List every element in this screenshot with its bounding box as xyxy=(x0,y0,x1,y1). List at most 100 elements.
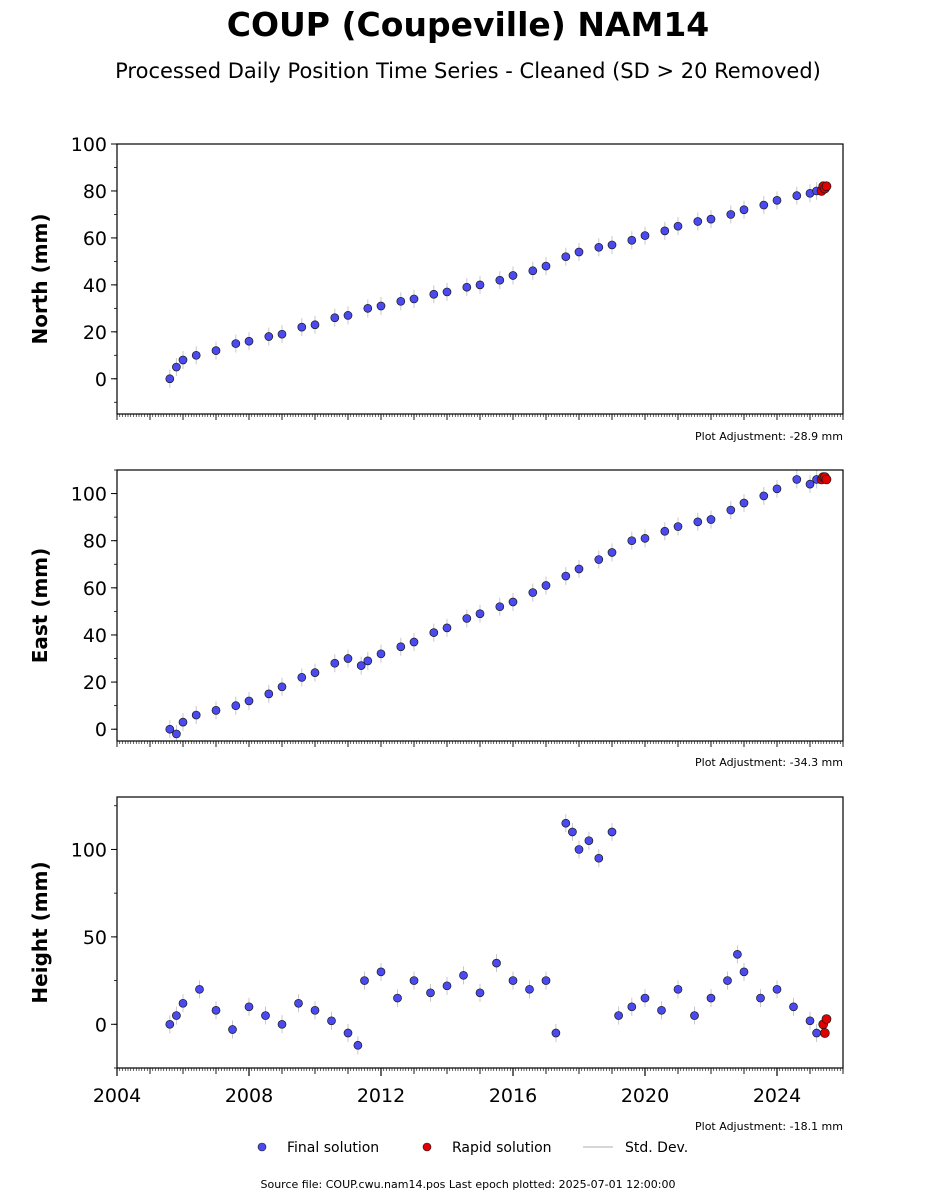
final-point-23 xyxy=(508,597,518,607)
y-tick-label: 100 xyxy=(71,839,107,861)
final-point-12 xyxy=(343,654,353,663)
plot-adjustment-label: Plot Adjustment: -28.9 mm xyxy=(695,430,843,443)
legend-item-2: Std. Dev. xyxy=(583,1140,688,1156)
final-point-6 xyxy=(244,696,254,706)
final-point-47 xyxy=(812,1028,821,1038)
final-point-16 xyxy=(409,294,419,304)
final-point-18 xyxy=(442,287,452,297)
final-point-22 xyxy=(492,958,501,968)
legend-marker xyxy=(257,1142,267,1152)
final-point-27 xyxy=(561,818,571,828)
final-point-28 xyxy=(607,240,617,250)
y-tick-label: 40 xyxy=(83,625,107,647)
final-point-39 xyxy=(792,191,802,201)
chart-subtitle: Processed Daily Position Time Series - C… xyxy=(115,59,821,83)
final-point-34 xyxy=(693,517,703,527)
x-tick-label: 2020 xyxy=(621,1085,669,1107)
final-point-9 xyxy=(294,998,303,1008)
y-tick-label: 100 xyxy=(71,134,107,156)
x-tick-label: 2004 xyxy=(93,1085,141,1107)
final-point-27 xyxy=(574,564,584,574)
final-point-4 xyxy=(211,346,221,355)
final-point-40 xyxy=(792,475,802,484)
final-point-25 xyxy=(541,581,551,590)
final-point-39 xyxy=(772,484,782,494)
final-point-14 xyxy=(360,976,369,985)
rapid-point-2 xyxy=(821,1014,832,1024)
final-point-30 xyxy=(584,836,594,846)
final-point-32 xyxy=(607,827,617,837)
final-point-25 xyxy=(541,976,551,985)
final-point-13 xyxy=(356,661,366,670)
final-point-29 xyxy=(627,235,637,245)
final-point-20 xyxy=(462,614,472,623)
final-point-33 xyxy=(693,217,703,226)
final-point-31 xyxy=(640,533,650,543)
final-point-42 xyxy=(739,967,749,977)
final-point-8 xyxy=(277,1019,287,1029)
y-tick-label: 80 xyxy=(83,531,107,553)
final-point-25 xyxy=(561,252,571,262)
final-point-18 xyxy=(429,628,439,637)
final-point-32 xyxy=(673,221,683,231)
final-point-10 xyxy=(310,320,320,330)
final-point-18 xyxy=(426,988,435,998)
final-point-35 xyxy=(640,993,650,1003)
y-tick-label: 0 xyxy=(95,369,107,391)
final-point-30 xyxy=(627,536,637,546)
final-point-19 xyxy=(442,623,452,633)
final-point-10 xyxy=(310,668,320,678)
final-point-26 xyxy=(551,1028,561,1038)
rapid-point-3 xyxy=(821,181,832,192)
final-point-9 xyxy=(297,322,307,332)
final-point-0 xyxy=(165,1019,175,1029)
final-point-24 xyxy=(541,261,551,271)
final-point-23 xyxy=(528,266,538,276)
final-point-14 xyxy=(376,301,386,311)
final-point-43 xyxy=(756,993,765,1003)
chart-title: COUP (Coupeville) NAM14 xyxy=(227,5,710,44)
panel-0: 0 20 40 60 80 100 North (mm) Plot Adjustment: -… xyxy=(28,134,844,443)
final-point-39 xyxy=(706,993,716,1003)
final-point-21 xyxy=(475,609,485,619)
final-point-9 xyxy=(297,673,307,682)
final-point-33 xyxy=(614,1011,623,1020)
final-point-21 xyxy=(475,988,485,998)
final-point-22 xyxy=(495,602,505,612)
final-point-7 xyxy=(264,332,274,341)
final-point-36 xyxy=(739,205,749,215)
rapid-point-3 xyxy=(821,474,832,485)
final-point-36 xyxy=(657,1005,666,1015)
final-point-15 xyxy=(376,967,386,977)
final-point-10 xyxy=(310,1005,320,1015)
x-tick-label: 2008 xyxy=(225,1085,273,1107)
y-tick-label: 40 xyxy=(83,275,107,297)
y-tick-label: 100 xyxy=(71,484,107,506)
x-tick-label: 2024 xyxy=(753,1085,801,1107)
plot-area xyxy=(165,814,832,1055)
final-point-5 xyxy=(231,701,241,711)
y-tick-label: 60 xyxy=(83,578,107,600)
final-point-46 xyxy=(805,1016,815,1026)
plot-area xyxy=(165,470,832,741)
final-point-17 xyxy=(429,289,439,299)
final-point-30 xyxy=(640,231,650,240)
final-point-6 xyxy=(244,1002,254,1012)
final-point-1 xyxy=(172,362,181,372)
final-point-24 xyxy=(528,588,538,597)
final-point-15 xyxy=(376,649,386,659)
plot-area xyxy=(165,181,832,388)
final-point-26 xyxy=(561,571,571,581)
final-point-6 xyxy=(244,336,254,346)
plot-adjustment-label: Plot Adjustment: -34.3 mm xyxy=(695,756,843,769)
panel-1: 0 20 40 60 80 100 East (mm) Plot Adjustment: -3… xyxy=(28,469,844,769)
rapid-point-1 xyxy=(819,1028,830,1038)
final-point-8 xyxy=(277,329,287,339)
final-point-17 xyxy=(409,976,419,985)
final-point-38 xyxy=(690,1011,699,1020)
y-axis-label: Height (mm) xyxy=(28,861,52,1003)
legend-marker xyxy=(422,1142,432,1152)
y-axis-label: North (mm) xyxy=(28,213,52,344)
y-tick-label: 50 xyxy=(83,927,107,949)
